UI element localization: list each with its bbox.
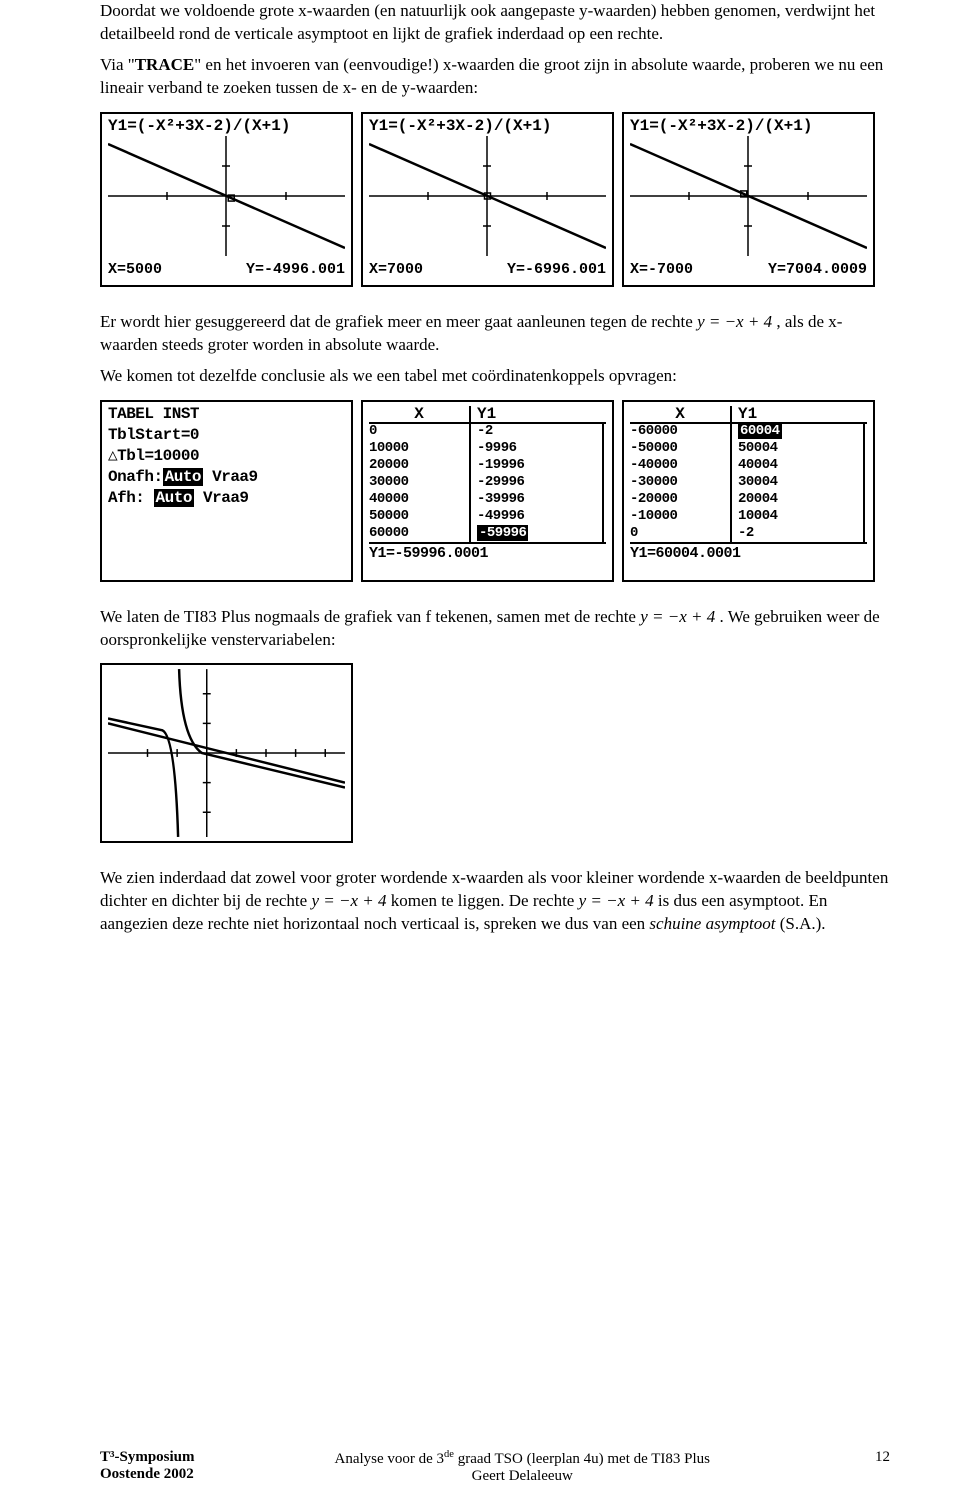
- formula-1: y = −x + 4: [697, 312, 772, 331]
- calc-tabel-inst: TABEL INST TblStart=0 △Tbl=10000 Onafh:A…: [100, 400, 353, 582]
- table-col-x: 0100002000030000400005000060000: [369, 424, 471, 542]
- calc-table-2: XY1-60000-50000-40000-30000-20000-100000…: [622, 400, 875, 582]
- table-col-x: -60000-50000-40000-30000-20000-100000: [630, 424, 732, 542]
- calc-x-value: X=5000: [108, 262, 162, 277]
- formula-2: y = −x + 4: [640, 607, 715, 626]
- calc-x-value: X=-7000: [630, 262, 693, 277]
- table-header-y: Y1: [732, 406, 867, 422]
- paragraph-2: Via "TRACE" en het invoeren van (eenvoud…: [100, 54, 890, 100]
- paragraph-1: Doordat we voldoende grote x-waarden (en…: [100, 0, 890, 46]
- paragraph-5: We laten de TI83 Plus nogmaals de grafie…: [100, 606, 890, 652]
- formula-4: y = −x + 4: [579, 891, 654, 910]
- calc-formula: Y1=(-X²+3X-2)/(X+1): [630, 118, 867, 136]
- calc-y-value: Y=-4996.001: [246, 262, 345, 277]
- calc-graph-1: Y1=(-X²+3X-2)/(X+1) X=5000 Y=-4996.001: [100, 112, 353, 287]
- calc-formula: Y1=(-X²+3X-2)/(X+1): [108, 118, 345, 136]
- calc-y-value: Y=7004.0009: [768, 262, 867, 277]
- table-col-y: 600045000440004300042000410004-2: [732, 424, 865, 542]
- paragraph-4: We komen tot dezelfde conclusie als we e…: [100, 365, 890, 388]
- table-header-y: Y1: [471, 406, 606, 422]
- calc-formula: Y1=(-X²+3X-2)/(X+1): [369, 118, 606, 136]
- paragraph-6: We zien inderdaad dat zowel voor groter …: [100, 867, 890, 936]
- table-col-y: -2-9996-19996-29996-39996-49996-59996: [471, 424, 604, 542]
- calc-x-value: X=7000: [369, 262, 423, 277]
- calc-graph-combined: [100, 663, 353, 843]
- table-header-x: X: [369, 406, 471, 422]
- table-footer: Y1=-59996.0001: [369, 542, 606, 561]
- calc-y-value: Y=-6996.001: [507, 262, 606, 277]
- paragraph-3: Er wordt hier gesuggereerd dat de grafie…: [100, 311, 890, 357]
- calc-table-row: TABEL INST TblStart=0 △Tbl=10000 Onafh:A…: [100, 400, 890, 582]
- table-header-x: X: [630, 406, 732, 422]
- formula-3: y = −x + 4: [311, 891, 386, 910]
- table-footer: Y1=60004.0001: [630, 542, 867, 561]
- page-footer: T³-Symposium Oostende 2002 Analyse voor …: [100, 1449, 890, 1485]
- calc-graph-3: Y1=(-X²+3X-2)/(X+1) X=-7000 Y=7004.0009: [622, 112, 875, 287]
- calc-table-1: XY10100002000030000400005000060000-2-999…: [361, 400, 614, 582]
- calc-graph-row: Y1=(-X²+3X-2)/(X+1)X=5000Y=-4996.001Y1=(…: [100, 112, 890, 287]
- calc-graph-2: Y1=(-X²+3X-2)/(X+1) X=7000 Y=-6996.001: [361, 112, 614, 287]
